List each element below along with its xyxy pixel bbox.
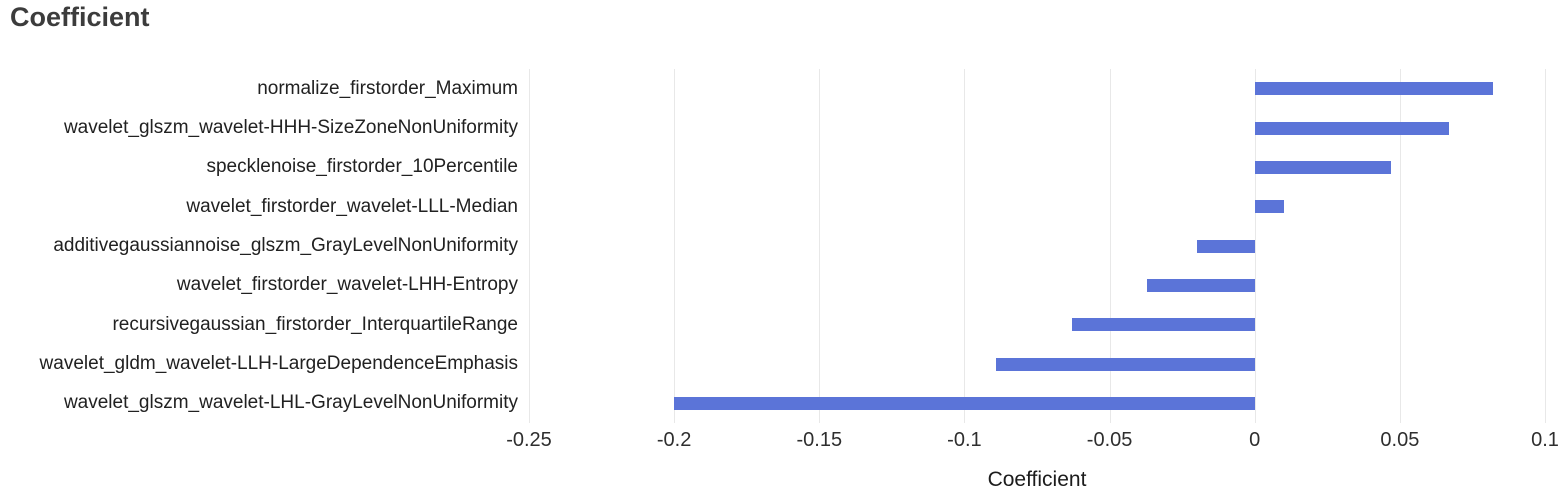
gridline	[1399, 69, 1401, 423]
bar[interactable]	[1254, 82, 1493, 96]
gridline	[529, 69, 530, 423]
gridline	[964, 69, 966, 423]
y-axis-label: recursivegaussian_firstorder_Interquarti…	[112, 313, 518, 335]
bar[interactable]	[1254, 200, 1284, 214]
x-axis-tick-label: 0	[1249, 429, 1261, 451]
bar[interactable]	[1254, 121, 1450, 135]
y-axis-label: wavelet_glszm_wavelet-HHH-SizeZoneNonUni…	[63, 117, 518, 138]
x-axis-tick-label: -0.1	[947, 429, 982, 451]
x-axis-tick-label: -0.2	[656, 429, 692, 451]
y-axis-label: wavelet_gldm_wavelet-LLH-LargeDependence…	[39, 353, 518, 374]
x-axis-tick-label: 0.05	[1380, 429, 1420, 451]
x-axis-tick-label: 0.1	[1531, 429, 1559, 451]
gridline	[674, 69, 676, 423]
gridline	[819, 69, 821, 423]
gridline	[1254, 69, 1256, 423]
y-axis-label: wavelet_glszm_wavelet-LHL-GrayLevelNonUn…	[63, 392, 518, 414]
y-axis-label: specklenoise_firstorder_10Percentile	[206, 156, 518, 178]
bar[interactable]	[1147, 278, 1255, 292]
bar[interactable]	[674, 396, 1255, 410]
x-axis-tick-label: -0.15	[796, 429, 843, 451]
gridline	[1109, 69, 1111, 423]
bar[interactable]	[1071, 318, 1255, 332]
x-axis-tick-label: -0.25	[506, 429, 552, 451]
y-axis-label: normalize_firstorder_Maximum	[257, 77, 518, 99]
bar[interactable]	[996, 357, 1255, 371]
bar[interactable]	[1196, 239, 1255, 253]
bar[interactable]	[1254, 160, 1392, 174]
y-axis-label: wavelet_firstorder_wavelet-LLL-Median	[186, 195, 518, 217]
x-axis-title: Coefficient	[987, 468, 1087, 491]
y-axis-label: wavelet_firstorder_wavelet-LHH-Entropy	[176, 274, 518, 296]
chart-title: Coefficient	[10, 2, 150, 32]
y-axis-label: additivegaussiannoise_glszm_GrayLevelNon…	[53, 235, 518, 256]
x-axis-tick-label: -0.05	[1086, 429, 1133, 451]
gridline	[1545, 69, 1546, 423]
